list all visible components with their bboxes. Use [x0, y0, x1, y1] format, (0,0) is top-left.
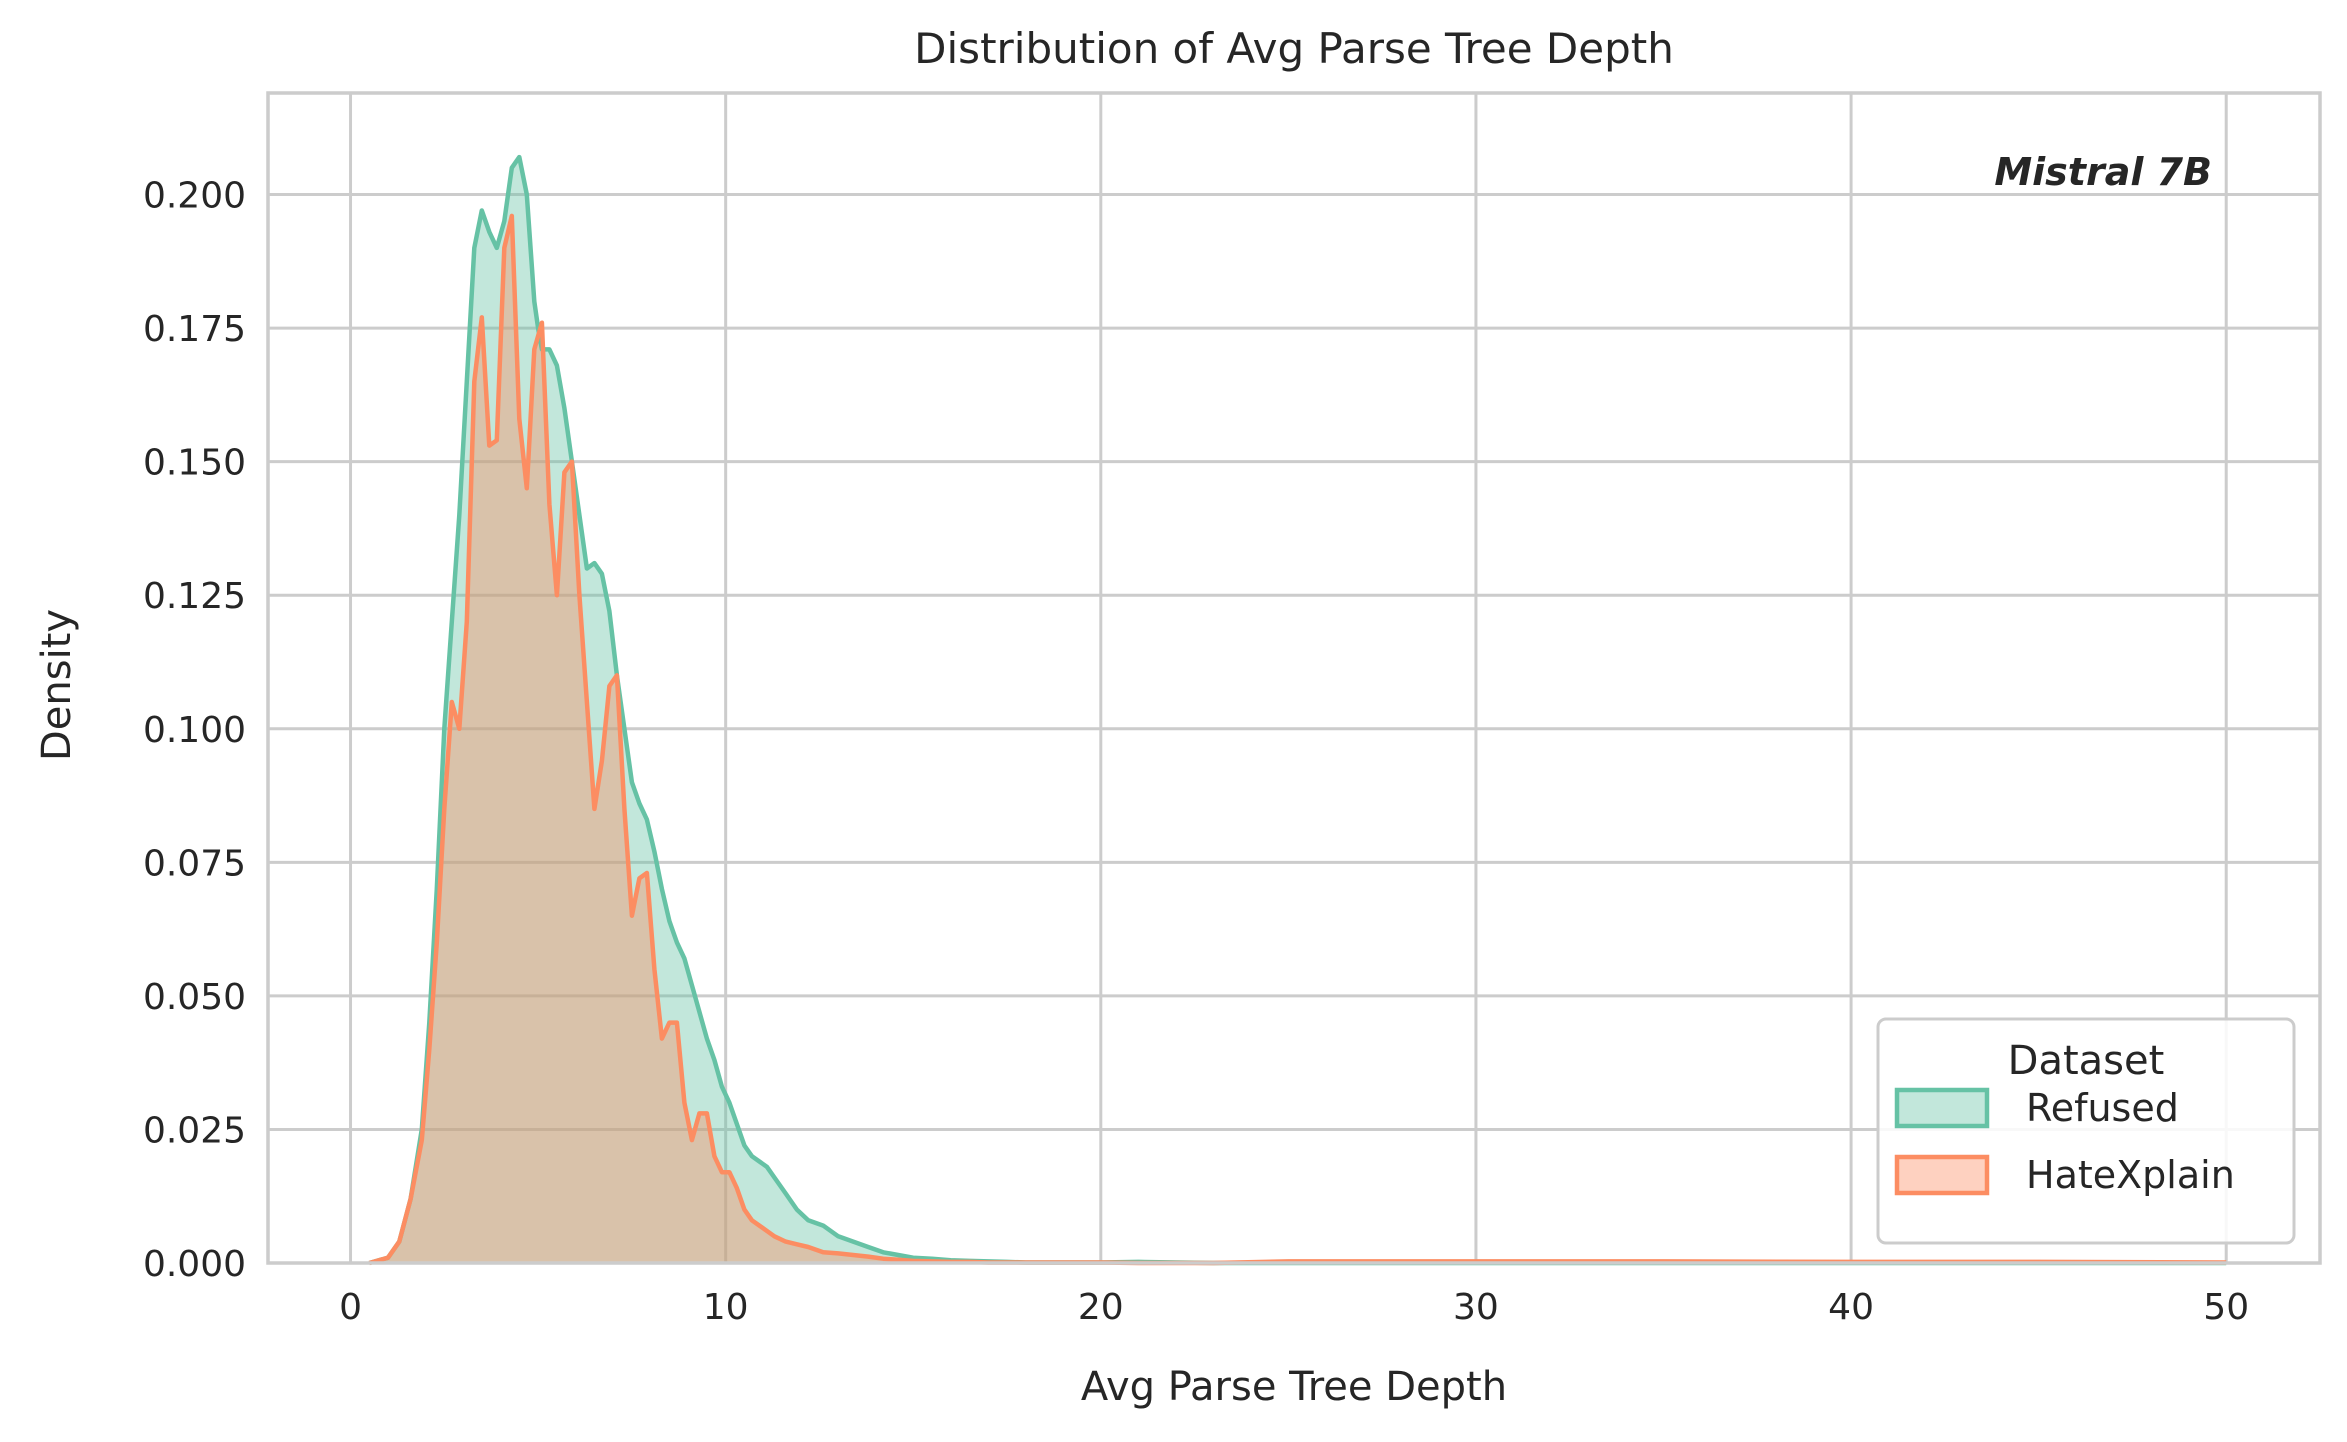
chart-title: Distribution of Avg Parse Tree Depth: [914, 24, 1674, 73]
x-axis-label: Avg Parse Tree Depth: [1081, 1364, 1507, 1410]
density-area-hatexplain: [369, 215, 2227, 1263]
x-tick-label: 50: [2203, 1287, 2249, 1328]
x-axis-ticks: 0 10 20 30 40 50: [339, 1287, 2249, 1328]
legend-title: Dataset: [2008, 1038, 2165, 1084]
y-tick-label: 0.200: [143, 176, 246, 217]
grid-lines: [268, 93, 2320, 1265]
x-tick-label: 30: [1453, 1287, 1499, 1328]
y-tick-label: 0.075: [143, 843, 246, 884]
y-tick-label: 0.150: [143, 443, 246, 484]
y-tick-label: 0.100: [143, 710, 246, 751]
model-annotation: Mistral 7B: [1994, 150, 2212, 194]
y-tick-label: 0.025: [143, 1110, 246, 1151]
y-axis-label: Density: [34, 609, 80, 761]
y-tick-label: 0.000: [143, 1244, 246, 1285]
legend-box: [1876, 1017, 2296, 1245]
y-tick-label: 0.125: [143, 576, 246, 617]
density-areas: [369, 157, 2227, 1264]
x-tick-label: 20: [1078, 1287, 1124, 1328]
legend-swatch-hatexplain: [1894, 1154, 1990, 1196]
density-area-refused: [369, 157, 2227, 1264]
legend-items: Refused HateXplain: [1894, 1086, 2235, 1197]
y-tick-label: 0.050: [143, 977, 246, 1018]
y-axis-ticks: 0.000 0.025 0.050 0.075 0.100 0.125 0.150 0.175…: [143, 176, 246, 1285]
x-tick-label: 40: [1828, 1287, 1874, 1328]
legend-label-refused: Refused: [2026, 1086, 2179, 1130]
legend-swatch-refused: [1894, 1087, 1990, 1129]
plot-frame: [266, 91, 2322, 1265]
x-tick-label: 0: [339, 1287, 362, 1328]
x-tick-label: 10: [703, 1287, 749, 1328]
legend-label-hatexplain: HateXplain: [2026, 1153, 2235, 1197]
y-tick-label: 0.175: [143, 309, 246, 350]
legend: Dataset Refused HateXplain: [1876, 1017, 2296, 1245]
